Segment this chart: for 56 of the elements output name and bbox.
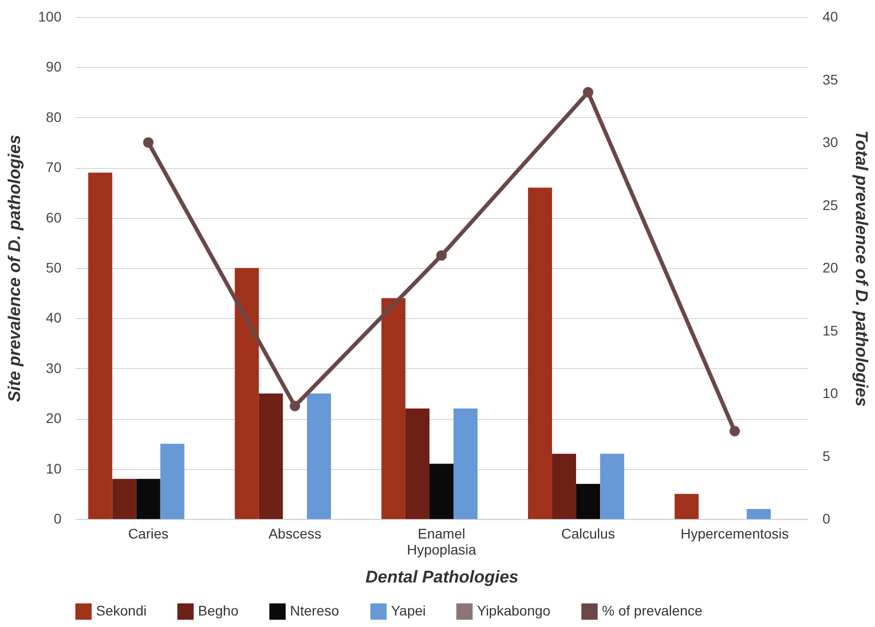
y2-tick-label: 20 <box>822 260 838 276</box>
bar <box>306 394 331 519</box>
y-tick-label: 50 <box>46 260 62 276</box>
point <box>729 426 740 436</box>
bar <box>88 172 112 519</box>
legend-label: Ntereso <box>290 602 340 619</box>
legend-label: Begho <box>198 602 239 619</box>
bar <box>528 188 552 519</box>
y2-tick-label: 35 <box>822 71 838 88</box>
legend-label: Sekondi <box>96 602 147 619</box>
y-tick-label: 60 <box>46 209 62 226</box>
y-tick-label: 100 <box>38 8 62 24</box>
bar <box>234 268 259 519</box>
bar <box>746 508 771 519</box>
legend-label: Yapei <box>391 602 426 619</box>
legend-label: % of prevalence <box>602 602 703 619</box>
legend-label: Yipkabongo <box>477 602 551 619</box>
y-tick-label: 40 <box>46 310 62 326</box>
bar <box>112 478 136 519</box>
point <box>582 87 594 98</box>
x-tick-label: Enamel Hypoplasia <box>406 526 476 558</box>
bar <box>429 464 454 519</box>
bar <box>576 484 600 519</box>
bar <box>381 298 406 519</box>
x-tick-label: Hypercementosis <box>680 526 789 542</box>
bar <box>454 408 478 519</box>
y2-tick-label: 5 <box>822 448 830 464</box>
y2-axis-title: Total prevalence of D. pathologies <box>852 130 872 407</box>
y2-tick-label: 30 <box>822 134 838 150</box>
bar <box>552 454 576 519</box>
point <box>436 250 447 261</box>
point <box>290 400 300 412</box>
bar <box>160 444 184 519</box>
y-tick-label: 0 <box>54 510 62 526</box>
x-axis-title: Dental Pathologies <box>365 568 519 586</box>
x-tick-label: Abscess <box>268 526 322 542</box>
point <box>143 137 154 148</box>
bar <box>136 478 160 519</box>
y-tick-label: 80 <box>46 108 62 125</box>
bar <box>405 408 430 519</box>
y-tick-label: 30 <box>46 360 62 376</box>
bar <box>258 394 283 519</box>
y-tick-label: 20 <box>46 410 62 426</box>
y2-tick-label: 10 <box>822 385 838 401</box>
y-tick-label: 90 <box>46 58 62 75</box>
y2-tick-label: 15 <box>822 322 838 338</box>
y2-tick-label: 25 <box>822 196 838 213</box>
y-tick-label: 70 <box>46 159 62 176</box>
bar <box>674 494 699 519</box>
x-tick-label: Calculus <box>561 526 615 542</box>
x-tick-label: Caries <box>128 526 169 542</box>
bar <box>600 454 624 519</box>
y-axis-title: Site prevalence of D. pathologies <box>5 134 24 402</box>
y-tick-label: 10 <box>46 460 62 476</box>
y2-tick-label: 0 <box>822 510 830 526</box>
y2-tick-label: 40 <box>822 8 838 24</box>
